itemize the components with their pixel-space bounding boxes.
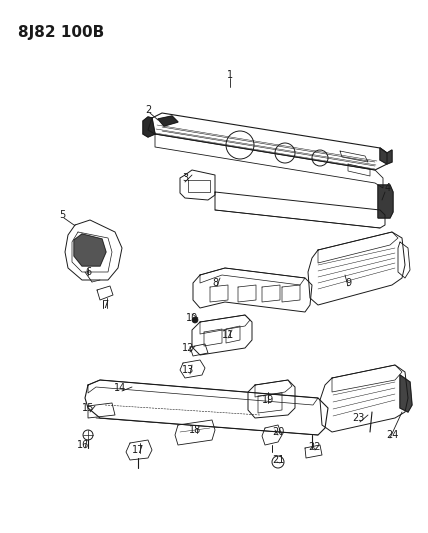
Text: 2: 2 [145, 105, 151, 115]
Text: 8J82 100B: 8J82 100B [18, 25, 104, 40]
Text: 23: 23 [352, 413, 364, 423]
Text: 3: 3 [182, 173, 188, 183]
Text: 9: 9 [345, 278, 351, 288]
Polygon shape [74, 234, 106, 266]
Text: 18: 18 [189, 425, 201, 435]
Text: 11: 11 [222, 330, 234, 340]
Text: 16: 16 [77, 440, 89, 450]
Text: 1: 1 [227, 70, 233, 80]
Text: 13: 13 [182, 365, 194, 375]
Text: 8: 8 [212, 278, 218, 288]
Text: 20: 20 [272, 427, 284, 437]
Text: 15: 15 [82, 403, 94, 413]
Polygon shape [380, 148, 392, 164]
Circle shape [192, 317, 198, 323]
Polygon shape [378, 185, 393, 218]
Polygon shape [400, 375, 412, 412]
Text: 24: 24 [386, 430, 398, 440]
Text: 4: 4 [385, 183, 391, 193]
Text: 7: 7 [102, 300, 108, 310]
Text: 12: 12 [182, 343, 194, 353]
Polygon shape [158, 116, 178, 126]
Text: 22: 22 [309, 442, 321, 452]
Text: 17: 17 [132, 445, 144, 455]
Text: 6: 6 [85, 267, 91, 277]
Polygon shape [143, 117, 155, 137]
Text: 21: 21 [272, 455, 284, 465]
Text: 5: 5 [59, 210, 65, 220]
Text: 19: 19 [262, 395, 274, 405]
Text: 14: 14 [114, 383, 126, 393]
Text: 10: 10 [186, 313, 198, 323]
